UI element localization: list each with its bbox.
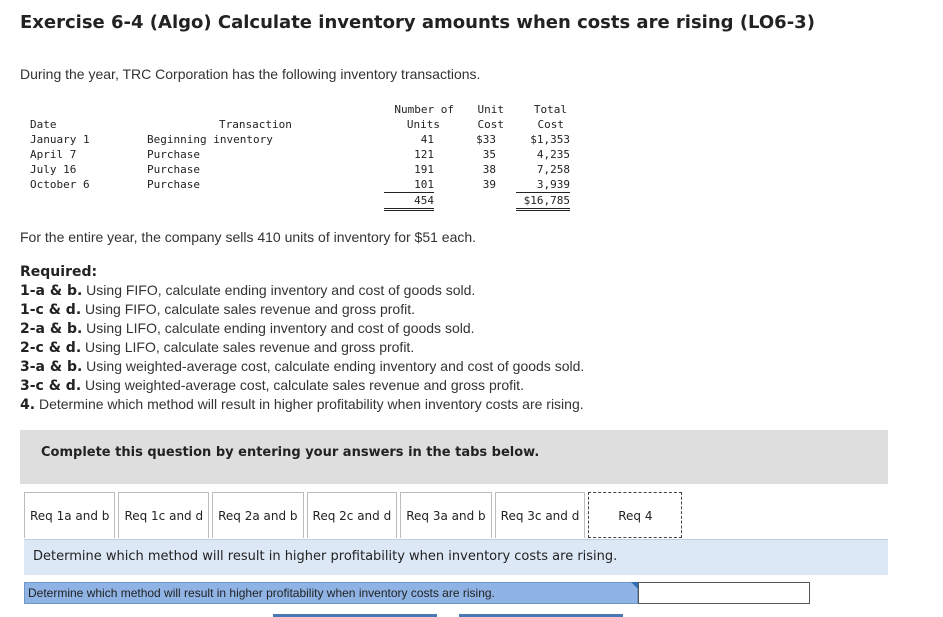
sales-sentence: For the entire year, the company sells 4…	[20, 229, 477, 245]
row-total-cost: 4,235	[536, 148, 570, 161]
required-item-text: Using weighted-average cost, calculate s…	[81, 377, 524, 393]
tab-req-2ab[interactable]: Req 2a and b	[212, 492, 304, 538]
required-item-label: 2-a & b.	[20, 321, 83, 337]
total-units: 454	[384, 193, 434, 211]
header-unit-cost-line2: Cost	[477, 118, 505, 131]
header-units-line2: Units	[406, 118, 440, 131]
requirement-tabs: Req 1a and b Req 1c and d Req 2a and b R…	[24, 492, 685, 540]
header-date: Date	[30, 118, 57, 131]
row-unit-cost: 35	[482, 148, 496, 161]
row-date: October 6	[30, 178, 90, 191]
row-date: January 1	[30, 133, 90, 146]
header-total-cost-line1: Total	[533, 103, 567, 116]
required-section: Required: 1-a & b. Using FIFO, calculate…	[20, 263, 584, 414]
answer-input[interactable]	[638, 582, 810, 604]
row-unit-cost: 39	[482, 178, 496, 191]
required-item: 2-c & d. Using LIFO, calculate sales rev…	[20, 338, 584, 357]
required-item-text: Using weighted-average cost, calculate e…	[82, 358, 585, 374]
tab-req-3cd[interactable]: Req 3c and d	[494, 492, 586, 538]
row-units: 191	[414, 163, 434, 176]
required-item: 3-a & b. Using weighted-average cost, ca…	[20, 357, 584, 376]
comment-marker-icon	[631, 582, 638, 589]
row-transaction: Purchase	[147, 148, 200, 161]
prev-button-edge[interactable]	[273, 614, 437, 617]
tab-req-2cd[interactable]: Req 2c and d	[306, 492, 398, 538]
required-item-text: Using LIFO, calculate ending inventory a…	[82, 320, 475, 336]
required-item: 3-c & d. Using weighted-average cost, ca…	[20, 376, 584, 395]
row-transaction: Purchase	[147, 163, 200, 176]
header-units-line1: Number of	[394, 103, 454, 116]
required-heading: Required:	[20, 264, 98, 280]
total-cost: $16,785	[516, 193, 570, 211]
tab-req-3ab[interactable]: Req 3a and b	[400, 492, 492, 538]
next-button-edge[interactable]	[459, 614, 623, 617]
required-item-label: 3-a & b.	[20, 359, 83, 375]
required-item: 2-a & b. Using LIFO, calculate ending in…	[20, 319, 584, 338]
required-item: 1-a & b. Using FIFO, calculate ending in…	[20, 281, 584, 300]
instructions-banner: Complete this question by entering your …	[20, 430, 888, 484]
header-transaction: Transaction	[219, 118, 292, 131]
tab-req-1cd[interactable]: Req 1c and d	[118, 492, 210, 538]
required-item-text: Using FIFO, calculate ending inventory a…	[82, 282, 476, 298]
row-date: July 16	[30, 163, 77, 176]
header-total-cost-line2: Cost	[537, 118, 565, 131]
required-item: 4. Determine which method will result in…	[20, 395, 584, 414]
required-item-label: 3-c & d.	[20, 378, 82, 394]
row-units: 41	[420, 133, 434, 146]
exercise-title: Exercise 6-4 (Algo) Calculate inventory …	[20, 12, 815, 33]
required-item-text: Using FIFO, calculate sales revenue and …	[81, 301, 415, 317]
required-item-text: Determine which method will result in hi…	[35, 396, 584, 412]
instructions-text: Complete this question by entering your …	[41, 445, 540, 460]
row-total-cost: 7,258	[536, 163, 570, 176]
required-item-label: 4.	[20, 397, 36, 413]
tab-prompt-text: Determine which method will result in hi…	[33, 549, 618, 564]
tab-req-1ab[interactable]: Req 1a and b	[24, 492, 116, 538]
answer-label-text: Determine which method will result in hi…	[28, 586, 495, 600]
row-date: April 7	[30, 148, 77, 161]
required-item-label: 1-a & b.	[20, 283, 83, 299]
row-units: 101	[384, 177, 434, 193]
row-units: 121	[414, 148, 434, 161]
row-total-cost: 3,939	[516, 177, 570, 193]
tab-req-4[interactable]: Req 4	[588, 492, 683, 538]
required-item-text: Using LIFO, calculate sales revenue and …	[81, 339, 415, 355]
row-unit-cost: 38	[482, 163, 496, 176]
row-transaction: Beginning inventory	[147, 133, 273, 146]
intro-text: During the year, TRC Corporation has the…	[20, 66, 481, 82]
row-unit-cost: $33	[476, 133, 496, 146]
required-item: 1-c & d. Using FIFO, calculate sales rev…	[20, 300, 584, 319]
answer-label: Determine which method will result in hi…	[24, 582, 638, 604]
required-item-label: 1-c & d.	[20, 302, 82, 318]
header-unit-cost-line1: Unit	[477, 103, 505, 116]
required-item-label: 2-c & d.	[20, 340, 82, 356]
row-transaction: Purchase	[147, 178, 200, 191]
tab-prompt-bar: Determine which method will result in hi…	[24, 539, 888, 575]
row-total-cost: $1,353	[530, 133, 570, 146]
